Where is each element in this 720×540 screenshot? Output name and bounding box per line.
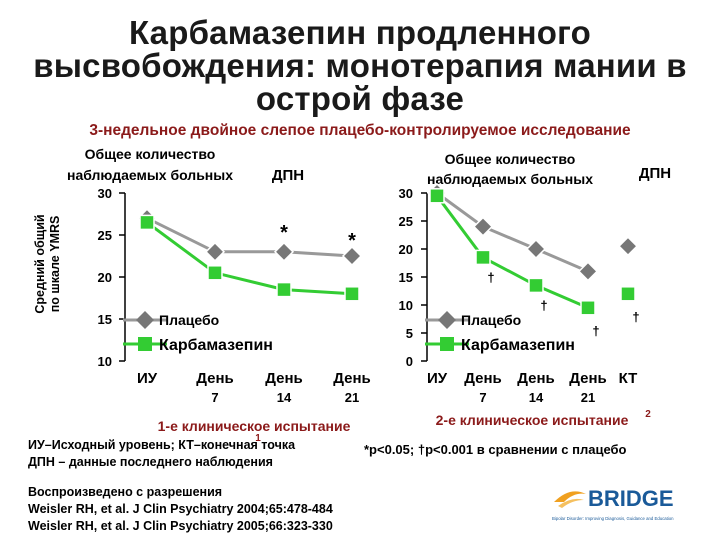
chart2-legend-placebo-label: Плацебо [461, 312, 521, 328]
y-axis-label-line: по шкале YMRS [48, 216, 62, 313]
reference-line: Воспроизведено с разрешения [28, 485, 223, 499]
bridge-logo: BRIDGE Bipolar Disorder: Improving Diagn… [550, 480, 710, 530]
chart2-legend-placebo-marker [438, 311, 456, 329]
chart2-y-tick-label: 30 [399, 186, 413, 201]
chart1-significance-mark: * [348, 230, 356, 252]
logo-swoosh-icon [558, 498, 584, 508]
chart2-significance-mark: † [592, 323, 599, 338]
chart2-carbamazepine-point [429, 188, 445, 204]
logo-swoosh-icon [554, 491, 586, 502]
chart1-header: Общее количество наблюдаемых больных ДПН [67, 146, 304, 184]
chart2-x-tick-label: ИУ [427, 370, 448, 387]
chart1-series-line-carbamazepine [146, 221, 353, 296]
chart1-carbamazepine-point [344, 286, 360, 302]
chart1-carbamazepine-point [207, 265, 223, 281]
chart1-caption: 1-е клиническое испытание [158, 418, 351, 434]
chart2-header: Общее количество наблюдаемых больных ДПН [427, 151, 671, 187]
title-line: Карбамазепин продленного [128, 14, 592, 51]
chart2-series-line-placebo [436, 191, 589, 273]
chart2-placebo-point [525, 238, 547, 260]
chart2-x-tick-label: 21 [581, 390, 595, 405]
chart2-plot: 0 5 10 15 20 25 30 ИУ День 7 День 14 День 21 КТ † † † † Пла… [399, 182, 640, 405]
chart2-significance-mark: † [632, 309, 639, 324]
slide-title: Карбамазепин продленного высвобождения: … [0, 16, 720, 115]
chart1-x-tick-label: День [265, 370, 303, 387]
chart2-legend-carbamazepine-label: Карбамазепин [461, 337, 575, 354]
chart2-header-line: Общее количество [445, 151, 576, 167]
logo-wordmark: BRIDGE [588, 486, 674, 511]
chart1-carbamazepine-point [276, 281, 292, 298]
chart1-significance-mark: * [280, 222, 288, 244]
chart1-legend-carbamazepine-marker [138, 337, 152, 351]
chart1-placebo-point [204, 241, 226, 262]
chart2-placebo-point [617, 236, 639, 257]
chart1-placebo-point [341, 245, 363, 267]
reference-line: Weisler RH, et al. J Clin Psychiatry 200… [28, 502, 333, 516]
chart2-carbamazepine-point [620, 286, 636, 302]
chart1-y-tick-label: 30 [98, 186, 112, 201]
chart1-plot: 10 15 20 25 30 ИУ День 7 День 14 День 21 * * Плацебо Ка… [98, 186, 371, 405]
study-subtitle: 3-недельное двойное слепое плацебо-контр… [89, 122, 631, 139]
chart1-header-line: Общее количество [85, 146, 216, 162]
chart1-header-line: наблюдаемых больных [67, 167, 233, 183]
chart2-placebo-point [472, 216, 494, 237]
chart2-significance-mark: † [487, 270, 494, 285]
abbreviation-line: ИУ–Исходный уровень; КТ–конечная точка [28, 438, 296, 452]
chart1-caption-sup: 1 [255, 433, 261, 444]
chart2-x-tick-label: День [464, 370, 502, 387]
chart1-y-tick-label: 25 [98, 228, 112, 243]
chart2-lpo-label: ДПН [639, 165, 671, 182]
chart1-y-tick-label: 15 [98, 312, 112, 327]
chart2-carbamazepine-point [475, 249, 491, 266]
chart1-x-tick-label: 21 [345, 390, 359, 405]
significance-note: *р<0.05; †р<0.001 в сравнении с плацебо [364, 442, 627, 457]
chart2-significance-mark: † [540, 298, 547, 313]
chart1-series-line-placebo [146, 216, 353, 258]
y-axis-label-line: Средний общий [33, 214, 47, 313]
chart2-y-tick-label: 5 [406, 326, 413, 341]
chart2-caption: 2-е клиническое испытание [436, 412, 629, 428]
chart2-x-tick-label: День [569, 370, 607, 387]
chart1-x-tick-label: 14 [277, 390, 292, 405]
chart2-series-line-carbamazepine [435, 194, 589, 310]
chart1-placebo-point [273, 241, 295, 262]
chart2-placebo-point [577, 261, 599, 282]
chart2-x-tick-label: 7 [479, 390, 486, 405]
chart1-y-tick-label: 20 [98, 270, 112, 285]
chart2-carbamazepine-point [580, 300, 596, 316]
title-line: острой фазе [255, 80, 465, 117]
chart2-header-line: наблюдаемых больных [427, 171, 593, 187]
chart1-x-tick-label: День [333, 370, 371, 387]
chart2-x-tick-label: День [517, 370, 555, 387]
reference-line: Weisler RH, et al. J Clin Psychiatry 200… [28, 519, 333, 533]
abbreviations: ИУ–Исходный уровень; КТ–конечная точка Д… [28, 437, 295, 471]
chart1-lpo-label: ДПН [272, 167, 304, 184]
chart1-carbamazepine-point [139, 214, 155, 231]
chart2-x-tick-label: 14 [529, 390, 544, 405]
chart2-caption-sup: 2 [645, 409, 651, 420]
abbreviation-line: ДПН – данные последнего наблюдения [28, 455, 273, 469]
chart1-legend-placebo-label: Плацебо [159, 312, 219, 328]
chart1-legend-carbamazepine-label: Карбамазепин [159, 337, 273, 354]
chart2-carbamazepine-point [528, 277, 544, 294]
chart1-x-tick-label: 7 [211, 390, 218, 405]
chart2-y-tick-label: 20 [399, 242, 413, 257]
chart2-y-tick-label: 15 [399, 270, 413, 285]
chart2-y-tick-label: 25 [399, 214, 413, 229]
reference-block: Воспроизведено с разрешения Weisler RH, … [28, 484, 333, 535]
chart1-y-tick-label: 10 [98, 354, 112, 369]
chart1-x-tick-label: ИУ [137, 370, 158, 387]
chart1-legend-placebo-marker [136, 311, 154, 329]
y-axis-label: Средний общий по шкале YMRS [33, 214, 62, 313]
chart2-legend-carbamazepine-marker [440, 337, 454, 351]
logo-tagline: Bipolar Disorder: Improving Diagnosis, G… [552, 516, 674, 521]
chart2-x-tick-label: КТ [619, 370, 638, 387]
chart2-y-tick-label: 0 [406, 354, 413, 369]
chart1-x-tick-label: День [196, 370, 234, 387]
title-line: высвобождения: монотерапия мании в [33, 47, 687, 84]
chart2-y-tick-label: 10 [399, 298, 413, 313]
